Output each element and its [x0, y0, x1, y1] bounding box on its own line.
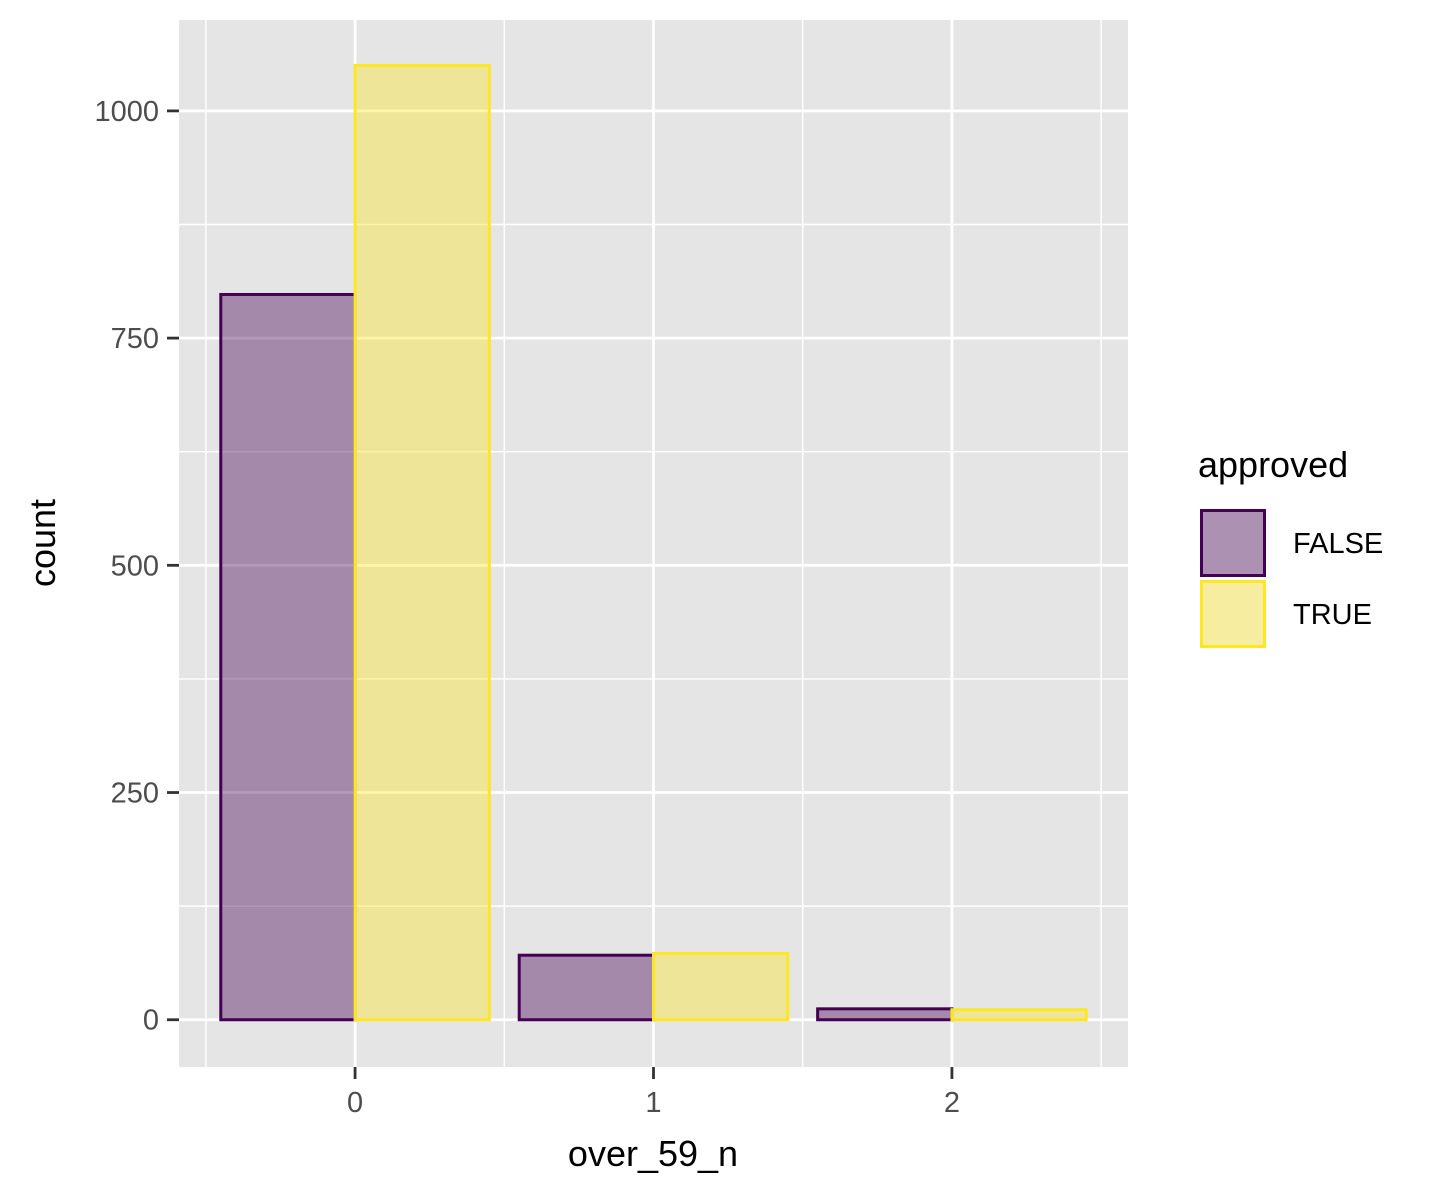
y-tick-label: 0 [143, 1005, 159, 1037]
legend-key-background [1200, 580, 1266, 648]
legend-label-true: TRUE [1293, 599, 1372, 631]
y-axis-title: count [22, 499, 63, 587]
x-tick-label: 1 [645, 1087, 661, 1119]
y-tick-label: 750 [111, 323, 159, 355]
bar-false-0 [219, 292, 357, 1022]
bar-true-1 [652, 951, 790, 1022]
bar-true-2 [950, 1008, 1088, 1022]
bar-true-0 [353, 63, 491, 1022]
legend-key-false [1200, 509, 1266, 577]
bar-false-1 [517, 953, 655, 1022]
bar-false-2 [816, 1007, 954, 1022]
x-axis-title: over_59_n [568, 1133, 738, 1174]
y-tick-label: 500 [111, 550, 159, 582]
legend-key-background [1200, 509, 1266, 577]
legend-label-false: FALSE [1293, 528, 1383, 560]
legend-items: FALSE TRUE [1200, 509, 1383, 648]
y-axis: 0 250 500 750 1000 [94, 96, 179, 1037]
bars [219, 63, 1088, 1022]
x-tick-label: 0 [347, 1087, 363, 1119]
x-axis: 0 1 2 [347, 1067, 960, 1119]
x-tick-label: 2 [944, 1087, 960, 1119]
y-tick-label: 1000 [94, 96, 159, 128]
y-tick-label: 250 [111, 778, 159, 810]
legend: approved FALSE TRUE [1198, 444, 1383, 648]
legend-key-true [1200, 580, 1266, 648]
legend-title: approved [1198, 444, 1348, 485]
